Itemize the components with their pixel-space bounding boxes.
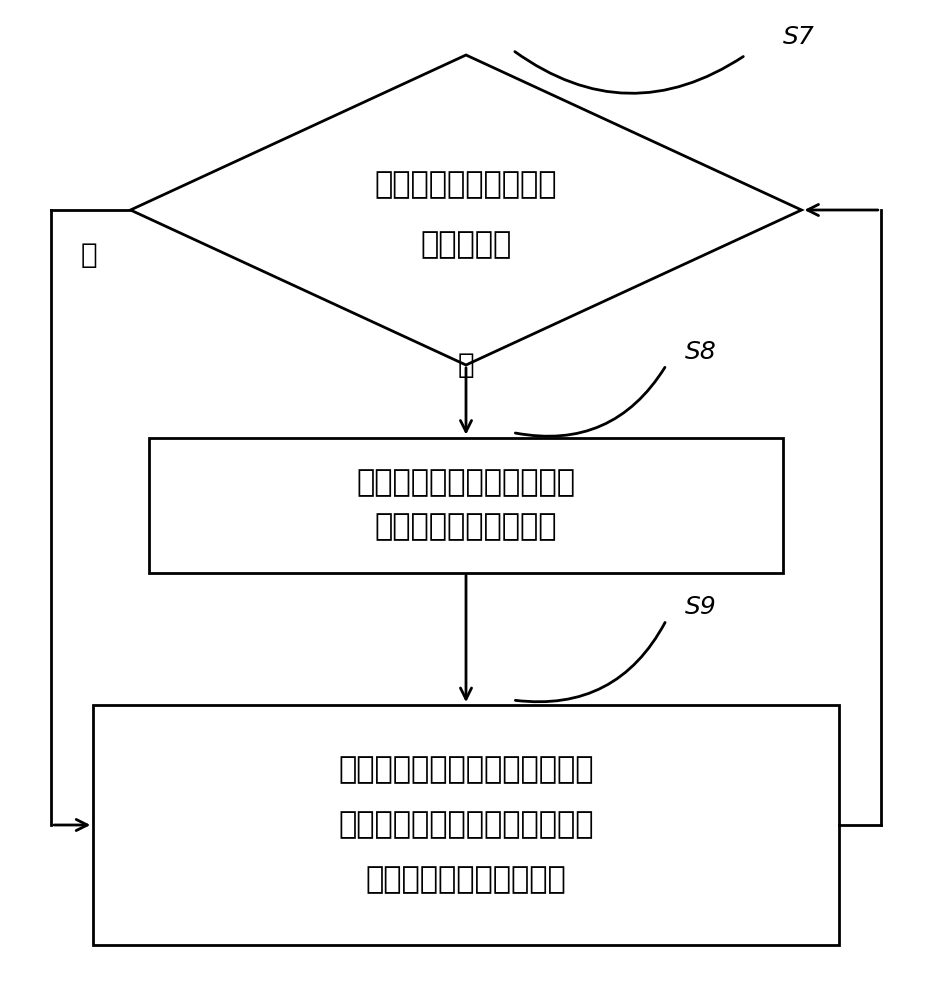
Bar xyxy=(149,438,783,572)
Bar xyxy=(93,705,839,945)
Polygon shape xyxy=(130,55,802,365)
Text: 判断列队的首辆车是否: 判断列队的首辆车是否 xyxy=(375,170,557,199)
Text: 否: 否 xyxy=(458,351,474,379)
Text: 辆车通过自动栏杆机后，第二辆: 辆车通过自动栏杆机后，第二辆 xyxy=(338,810,594,840)
Text: 车成为列队的新的首辆车: 车成为列队的新的首辆车 xyxy=(365,865,567,894)
Text: 已完成交易: 已完成交易 xyxy=(420,231,512,259)
Text: S9: S9 xyxy=(685,595,717,619)
Text: S8: S8 xyxy=(685,340,717,364)
Text: S7: S7 xyxy=(783,25,815,49)
Text: ，等待首辆车完成交易: ，等待首辆车完成交易 xyxy=(375,512,557,542)
Text: 工控机控制自动栏杆机降杆: 工控机控制自动栏杆机降杆 xyxy=(357,468,575,497)
Text: 工控机控制自动栏杆机抬杠，首: 工控机控制自动栏杆机抬杠，首 xyxy=(338,756,594,784)
Text: 是: 是 xyxy=(80,241,97,269)
